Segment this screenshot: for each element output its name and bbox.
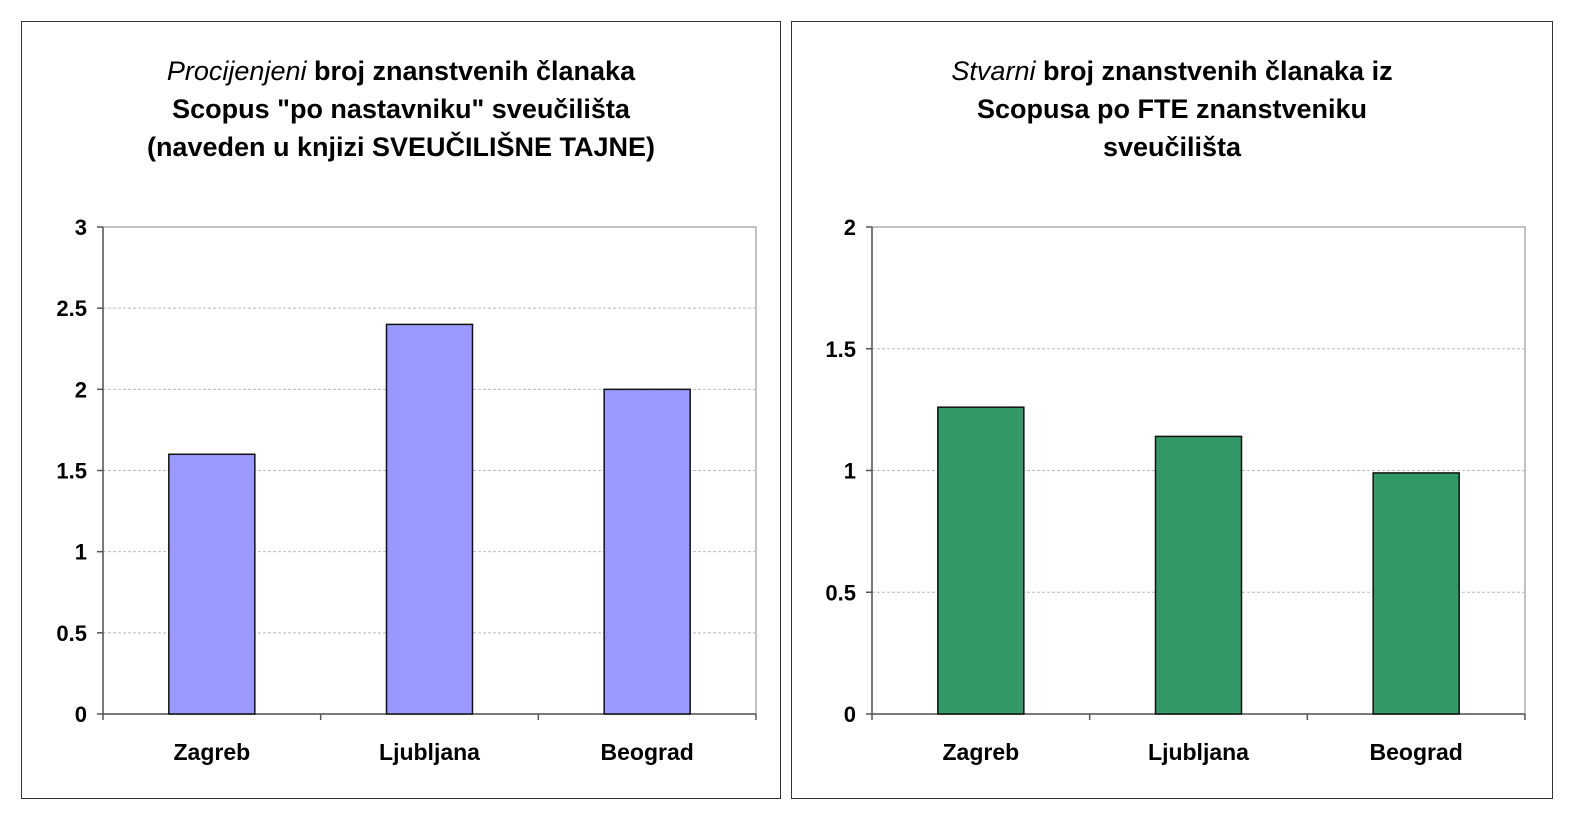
chart-title-line2: Scopusa po FTE znanstveniku	[976, 94, 1368, 124]
y-tick-label: 2.5	[56, 296, 87, 321]
chart-title-line2: Scopus "po nastavniku" sveučilišta	[172, 94, 630, 124]
chart-title-emphasis: Stvarni	[951, 56, 1036, 86]
y-tick-label: 2	[844, 215, 856, 240]
chart-title-line1: broj znanstvenih članaka	[306, 56, 636, 86]
chart-title-line3: sveučilišta	[1102, 132, 1242, 162]
y-tick-label: 0.5	[56, 621, 87, 646]
y-tick-label: 3	[75, 215, 87, 240]
x-category-label: Ljubljana	[379, 739, 480, 765]
x-category-label: Ljubljana	[1148, 739, 1249, 765]
chart-panel-estimated: Procijenjeni broj znanstvenih članaka Sc…	[21, 21, 781, 799]
bar-chart-estimated: 0 0.5 1 1.5 2 2.5 3 Zagreb Ljubljana Beograd	[56, 215, 757, 765]
chart-title-emphasis: Procijenjeni	[166, 56, 307, 86]
y-tick-label: 2	[75, 377, 87, 402]
chart-title-line1: broj znanstvenih članaka iz	[1035, 56, 1393, 86]
bar-beograd	[603, 388, 691, 715]
y-tick-label: 1	[844, 459, 856, 484]
chart-title: Procijenjeni broj znanstvenih članaka Sc…	[22, 52, 780, 166]
y-tick-label: 1.5	[825, 337, 856, 362]
bar-chart-actual: 0 0.5 1 1.5 2 Zagreb Ljubljana Beograd	[825, 215, 1526, 765]
x-category-label: Zagreb	[173, 739, 250, 765]
y-tick-label: 0	[844, 702, 856, 727]
chart-title: Stvarni broj znanstvenih članaka iz Scop…	[792, 52, 1552, 166]
x-category-label: Beograd	[601, 739, 694, 765]
bar-beograd	[1372, 472, 1460, 715]
y-tick-label: 1	[75, 540, 87, 565]
bar-zagreb	[937, 406, 1025, 715]
bar-zagreb	[168, 453, 256, 715]
x-category-label: Beograd	[1370, 739, 1463, 765]
y-tick-label: 0.5	[825, 580, 856, 605]
y-tick-label: 0	[75, 702, 87, 727]
bar-ljubljana	[1154, 435, 1243, 715]
x-category-label: Zagreb	[942, 739, 1019, 765]
y-tick-label: 1.5	[56, 459, 87, 484]
bar-ljubljana	[385, 323, 474, 715]
chart-title-line3: (naveden u knjizi SVEUČILIŠNE TAJNE)	[146, 132, 656, 162]
chart-panel-actual: Stvarni broj znanstvenih članaka iz Scop…	[791, 21, 1553, 799]
